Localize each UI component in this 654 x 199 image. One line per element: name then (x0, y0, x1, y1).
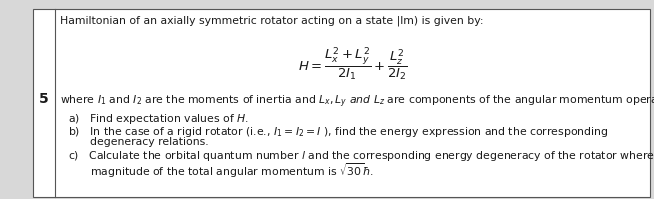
Text: c)   Calculate the orbital quantum number $l$ and the corresponding energy degen: c) Calculate the orbital quantum number … (68, 149, 654, 163)
Text: a)   Find expectation values of $H$.: a) Find expectation values of $H$. (68, 112, 249, 126)
Text: b)   In the case of a rigid rotator (i.e., $I_1 = I_2 = I$ ), find the energy ex: b) In the case of a rigid rotator (i.e.,… (68, 125, 608, 139)
Text: Hamiltonian of an axially symmetric rotator acting on a state |lm) is given by:: Hamiltonian of an axially symmetric rota… (60, 15, 483, 25)
Text: $H = \dfrac{L_x^2 + L_y^2}{2I_1} + \dfrac{L_z^2}{2I_2}$: $H = \dfrac{L_x^2 + L_y^2}{2I_1} + \dfra… (298, 46, 407, 83)
FancyBboxPatch shape (33, 9, 650, 197)
Text: degeneracy relations.: degeneracy relations. (90, 137, 209, 147)
Text: where $I_1$ and $I_2$ are the moments of inertia and $L_x, L_y$ $\mathit{and}$ $: where $I_1$ and $I_2$ are the moments of… (60, 94, 654, 110)
Text: magnitude of the total angular momentum is $\sqrt{30}\hbar$.: magnitude of the total angular momentum … (90, 161, 374, 180)
Text: 5: 5 (39, 92, 49, 106)
